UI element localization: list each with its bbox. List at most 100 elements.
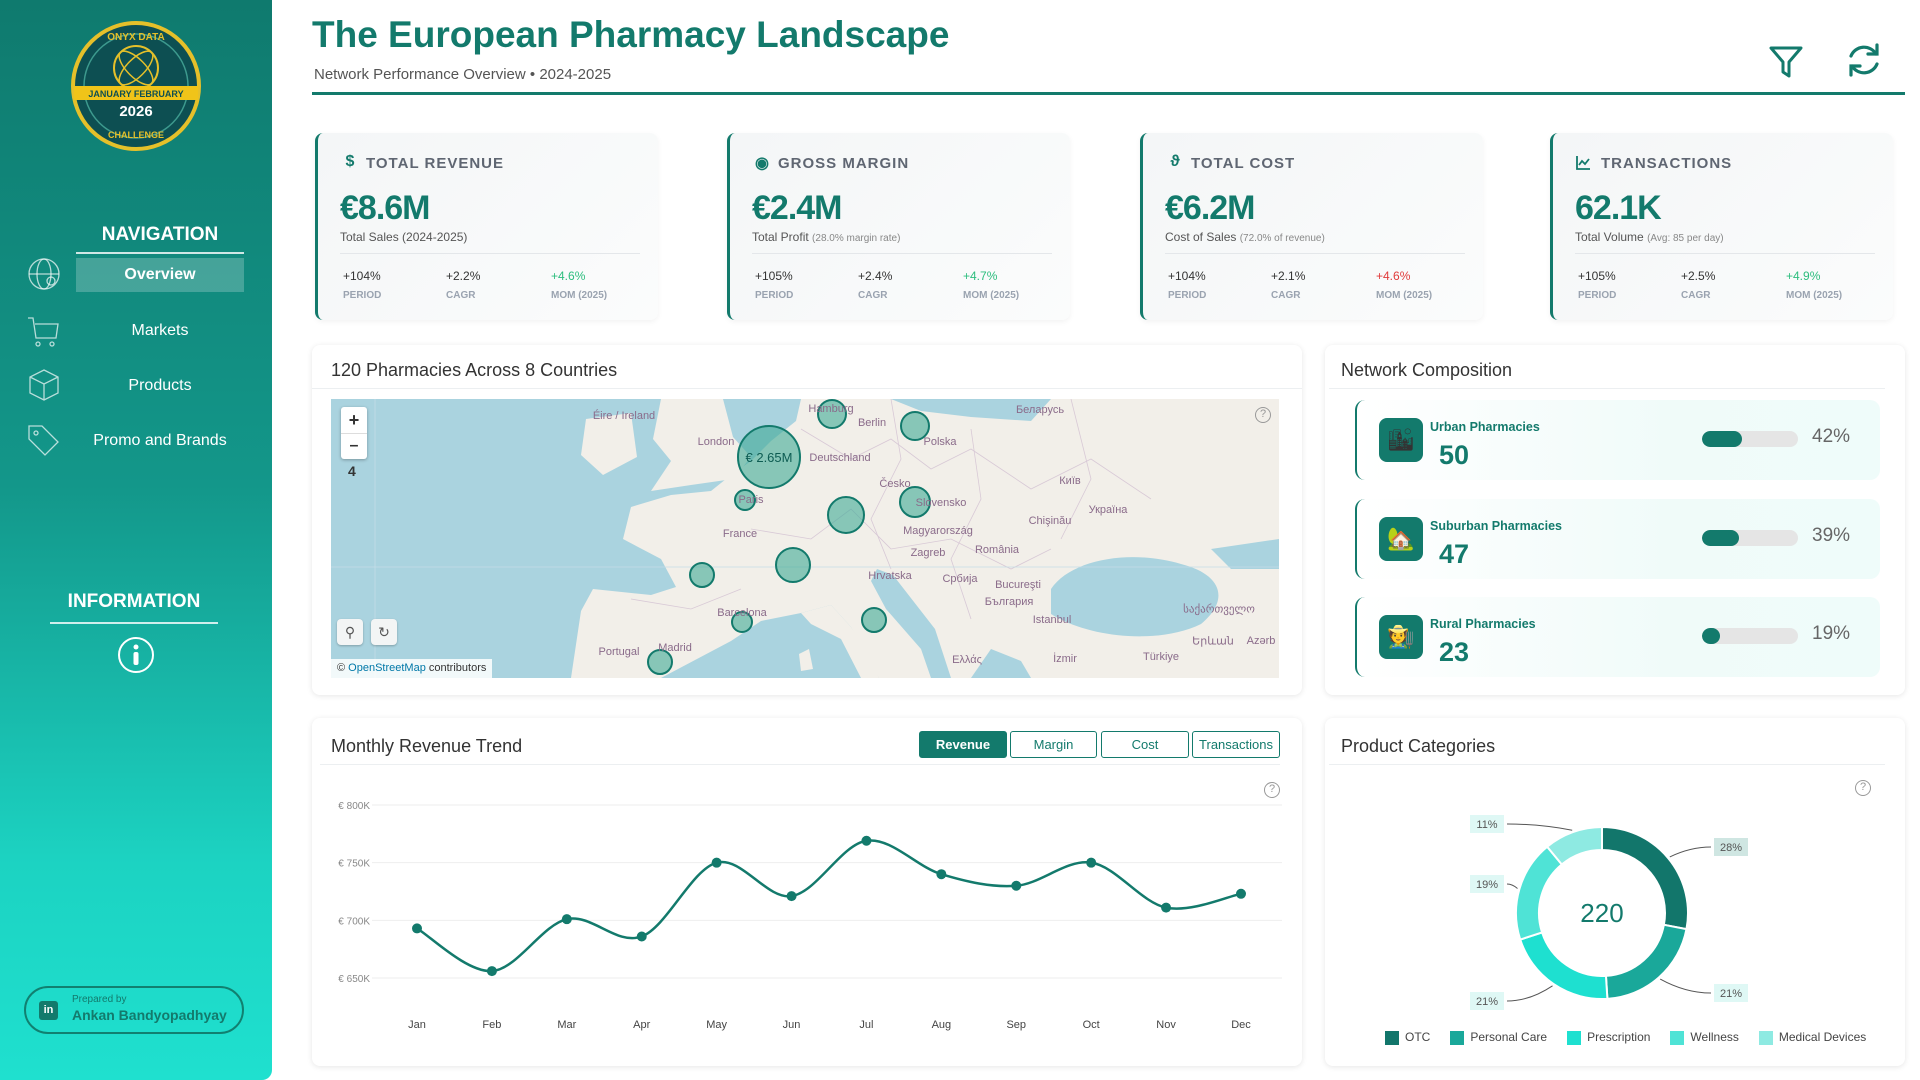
pharmacy-revenue-bubble[interactable]	[689, 562, 715, 588]
sidebar-item-overview[interactable]: Overview	[76, 258, 244, 292]
metric-button-cost[interactable]: Cost	[1101, 731, 1189, 758]
kpi-label: TOTAL REVENUE	[366, 155, 505, 172]
data-point-aug[interactable]	[936, 869, 947, 880]
metric-button-margin[interactable]: Margin	[1010, 731, 1097, 758]
kpi-label: TOTAL COST	[1191, 155, 1296, 172]
data-point-jul[interactable]	[861, 835, 872, 846]
data-point-mar[interactable]	[561, 914, 572, 925]
legend-item[interactable]: Medical Devices	[1758, 1030, 1866, 1045]
kpi-cagr-label: CAGR	[1681, 290, 1711, 301]
pharmacy-revenue-bubble[interactable]	[900, 411, 930, 441]
information-heading: INFORMATION	[67, 591, 201, 612]
navigation-divider	[76, 252, 244, 254]
map-place-label: Berlin	[857, 417, 887, 429]
legend-item[interactable]: Prescription	[1567, 1030, 1650, 1045]
categories-title: Product Categories	[1341, 736, 1496, 756]
zoom-in-button[interactable]: +	[348, 410, 360, 430]
header-divider	[312, 92, 1905, 95]
legend-item[interactable]: Wellness	[1670, 1030, 1739, 1045]
data-point-jun[interactable]	[786, 891, 797, 902]
trend-help-icon[interactable]: ?	[1264, 782, 1280, 798]
categories-help-icon[interactable]: ?	[1855, 780, 1871, 796]
map-place-label: Deutschland	[809, 452, 871, 464]
pharmacy-revenue-bubble[interactable]	[827, 496, 865, 534]
svg-text:2026: 2026	[119, 103, 152, 120]
kpi-cagr-value: +2.1%	[1271, 269, 1306, 283]
zoom-out-button[interactable]: –	[341, 433, 367, 459]
network-row-count: 23	[1439, 637, 1470, 667]
refresh-icon[interactable]	[1844, 40, 1884, 80]
data-point-oct[interactable]	[1086, 857, 1097, 868]
legend-swatch	[1567, 1030, 1582, 1045]
openstreetmap-link[interactable]: OpenStreetMap	[348, 662, 426, 674]
pharmacy-revenue-bubble[interactable]	[737, 425, 801, 489]
kpi-value: €6.2M	[1165, 189, 1255, 227]
data-point-dec[interactable]	[1236, 888, 1246, 899]
kpi-sub-text: Cost of Sales	[1165, 230, 1237, 244]
info-icon[interactable]	[117, 636, 155, 674]
leader-line	[1659, 978, 1712, 994]
sidebar-item-markets[interactable]: Markets	[131, 322, 189, 339]
map-place-label: Київ	[1059, 475, 1081, 487]
pharmacy-revenue-bubble[interactable]	[731, 611, 753, 633]
network-title: Network Composition	[1341, 360, 1513, 380]
data-point-nov[interactable]	[1161, 902, 1172, 913]
map-help-icon[interactable]: ?	[1255, 407, 1271, 423]
pharmacy-revenue-bubble[interactable]	[899, 486, 931, 518]
kpi-mom-label: MOM (2025)	[1786, 290, 1843, 301]
donut-center-total: 220	[1580, 898, 1623, 928]
map-place-label: İzmir	[1053, 653, 1077, 665]
data-point-apr[interactable]	[636, 931, 647, 942]
reset-view-icon[interactable]: ↻	[371, 619, 397, 645]
pharmacy-revenue-bubble[interactable]	[817, 399, 847, 429]
legend-item[interactable]: OTC	[1385, 1030, 1430, 1045]
y-tick-label: € 650K	[338, 974, 370, 985]
donut-slice-personal-care[interactable]	[1604, 923, 1688, 1000]
x-tick-label: May	[706, 1019, 727, 1031]
kpi-label: GROSS MARGIN	[778, 155, 910, 172]
pharmacy-revenue-bubble[interactable]	[775, 547, 811, 583]
pharmacy-revenue-bubble[interactable]	[861, 607, 887, 633]
map-place-label: Magyarország	[903, 525, 973, 537]
panel-divider	[1329, 388, 1885, 389]
sidebar-item-products[interactable]: Products	[128, 377, 192, 394]
kpi-cagr-value: +2.5%	[1681, 269, 1716, 283]
x-tick-label: Sep	[1006, 1019, 1026, 1031]
donut-slice-wellness[interactable]	[1515, 845, 1564, 941]
leader-line	[1506, 883, 1518, 889]
data-point-sep[interactable]	[1011, 880, 1022, 891]
europe-map[interactable]: € 2.65M Éire / Ireland London Berlin Deutsc…	[331, 399, 1279, 678]
kpi-period-label: PERIOD	[343, 290, 382, 301]
network-share-bar	[1702, 530, 1798, 546]
kpi-sub-note: (28.0% margin rate)	[812, 233, 901, 244]
donut-slice-medical-devices[interactable]	[1545, 825, 1603, 866]
prepared-by-badge[interactable]: in Prepared by Ankan Bandyopadhyay	[24, 986, 244, 1034]
pharmacy-revenue-bubble[interactable]	[734, 489, 756, 511]
kpi-label: TRANSACTIONS	[1601, 155, 1733, 172]
slice-label-bg	[1470, 875, 1504, 893]
kpi-subtitle: Total Sales (2024-2025)	[340, 230, 467, 244]
pharmacy-revenue-bubble[interactable]	[647, 649, 673, 675]
data-point-feb[interactable]	[486, 966, 497, 977]
map-place-label: Éire / Ireland	[592, 410, 656, 422]
kpi-divider	[1165, 253, 1465, 254]
city-icon: 🏙	[1379, 418, 1423, 462]
metric-button-transactions[interactable]: Transactions	[1192, 731, 1280, 758]
data-point-may[interactable]	[711, 857, 722, 868]
x-tick-label: Oct	[1083, 1019, 1100, 1031]
filter-icon[interactable]	[1768, 44, 1804, 80]
lasso-select-icon[interactable]: ⚲	[337, 619, 363, 645]
slice-percent-label: 11%	[1476, 819, 1497, 831]
network-row-percent: 19%	[1812, 623, 1851, 644]
data-point-jan[interactable]	[412, 923, 422, 934]
onyx-challenge-logo: ONYX DATA JANUARY FEBRUARY 2026 CHALLENG…	[71, 21, 201, 151]
map-place-label: Україна	[1088, 504, 1128, 516]
svg-text:ONYX DATA: ONYX DATA	[107, 32, 164, 43]
metric-button-revenue[interactable]: Revenue	[919, 731, 1007, 758]
map-place-label: London	[697, 436, 735, 448]
legend-item[interactable]: Personal Care	[1450, 1030, 1547, 1045]
revenue-line-chart: € 650K € 700K € 750K € 800K Jan Feb Mar Apr May J…	[338, 801, 1282, 1031]
donut-slice-prescription[interactable]	[1518, 931, 1609, 1000]
tag-icon	[28, 425, 59, 456]
sidebar-item-promo-and-brands[interactable]: Promo and Brands	[93, 432, 227, 449]
